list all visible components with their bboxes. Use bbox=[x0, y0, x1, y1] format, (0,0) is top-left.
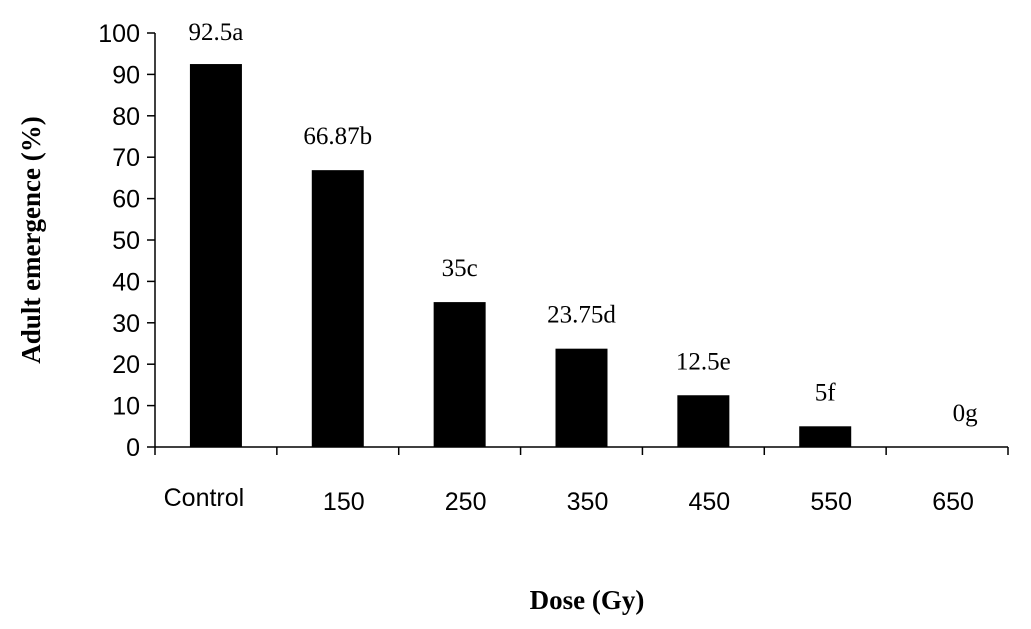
bar bbox=[433, 302, 486, 447]
bar bbox=[677, 395, 730, 447]
x-tick-label: 350 bbox=[567, 488, 609, 516]
bar bbox=[311, 170, 364, 447]
data-labels-group: 92.5a 66.87b 35c 23.75d 12.5e 5f 0g bbox=[188, 19, 978, 427]
x-tick-label: 150 bbox=[323, 488, 365, 516]
data-label: 0g bbox=[953, 400, 979, 427]
y-tick-label: 50 bbox=[112, 227, 140, 255]
x-tick-label: 450 bbox=[688, 488, 730, 516]
y-tick-label: 100 bbox=[98, 20, 140, 48]
y-tick-label: 10 bbox=[112, 393, 140, 421]
y-tick-label: 0 bbox=[126, 434, 140, 462]
data-label: 35c bbox=[442, 255, 478, 282]
x-tick-label: 650 bbox=[932, 488, 974, 516]
bar bbox=[799, 426, 852, 447]
y-tick-label: 60 bbox=[112, 186, 140, 214]
y-tick-label: 80 bbox=[112, 103, 140, 131]
y-axis-title: Adult emergence (%) bbox=[16, 116, 46, 363]
y-tick-label: 40 bbox=[112, 268, 140, 296]
bar bbox=[189, 64, 242, 448]
data-label: 5f bbox=[815, 379, 837, 406]
y-tick-label: 30 bbox=[112, 310, 140, 338]
bars-group bbox=[189, 64, 852, 448]
y-axis-ticks: 0 10 20 30 40 50 60 70 80 90 100 bbox=[98, 20, 155, 462]
x-axis-title: Dose (Gy) bbox=[530, 585, 645, 615]
y-tick-label: 70 bbox=[112, 144, 140, 172]
bar bbox=[555, 348, 608, 447]
y-tick-label: 90 bbox=[112, 61, 140, 89]
x-axis-ticks: Control 150 250 350 450 550 650 bbox=[154, 447, 1009, 516]
x-tick-label: 250 bbox=[445, 488, 487, 516]
data-label: 92.5a bbox=[188, 19, 243, 46]
x-tick-label: Control bbox=[164, 484, 245, 512]
data-label: 23.75d bbox=[547, 302, 616, 329]
data-label: 12.5e bbox=[676, 348, 731, 375]
y-tick-label: 20 bbox=[112, 351, 140, 379]
data-label: 66.87b bbox=[303, 123, 372, 150]
x-tick-label: 550 bbox=[810, 488, 852, 516]
